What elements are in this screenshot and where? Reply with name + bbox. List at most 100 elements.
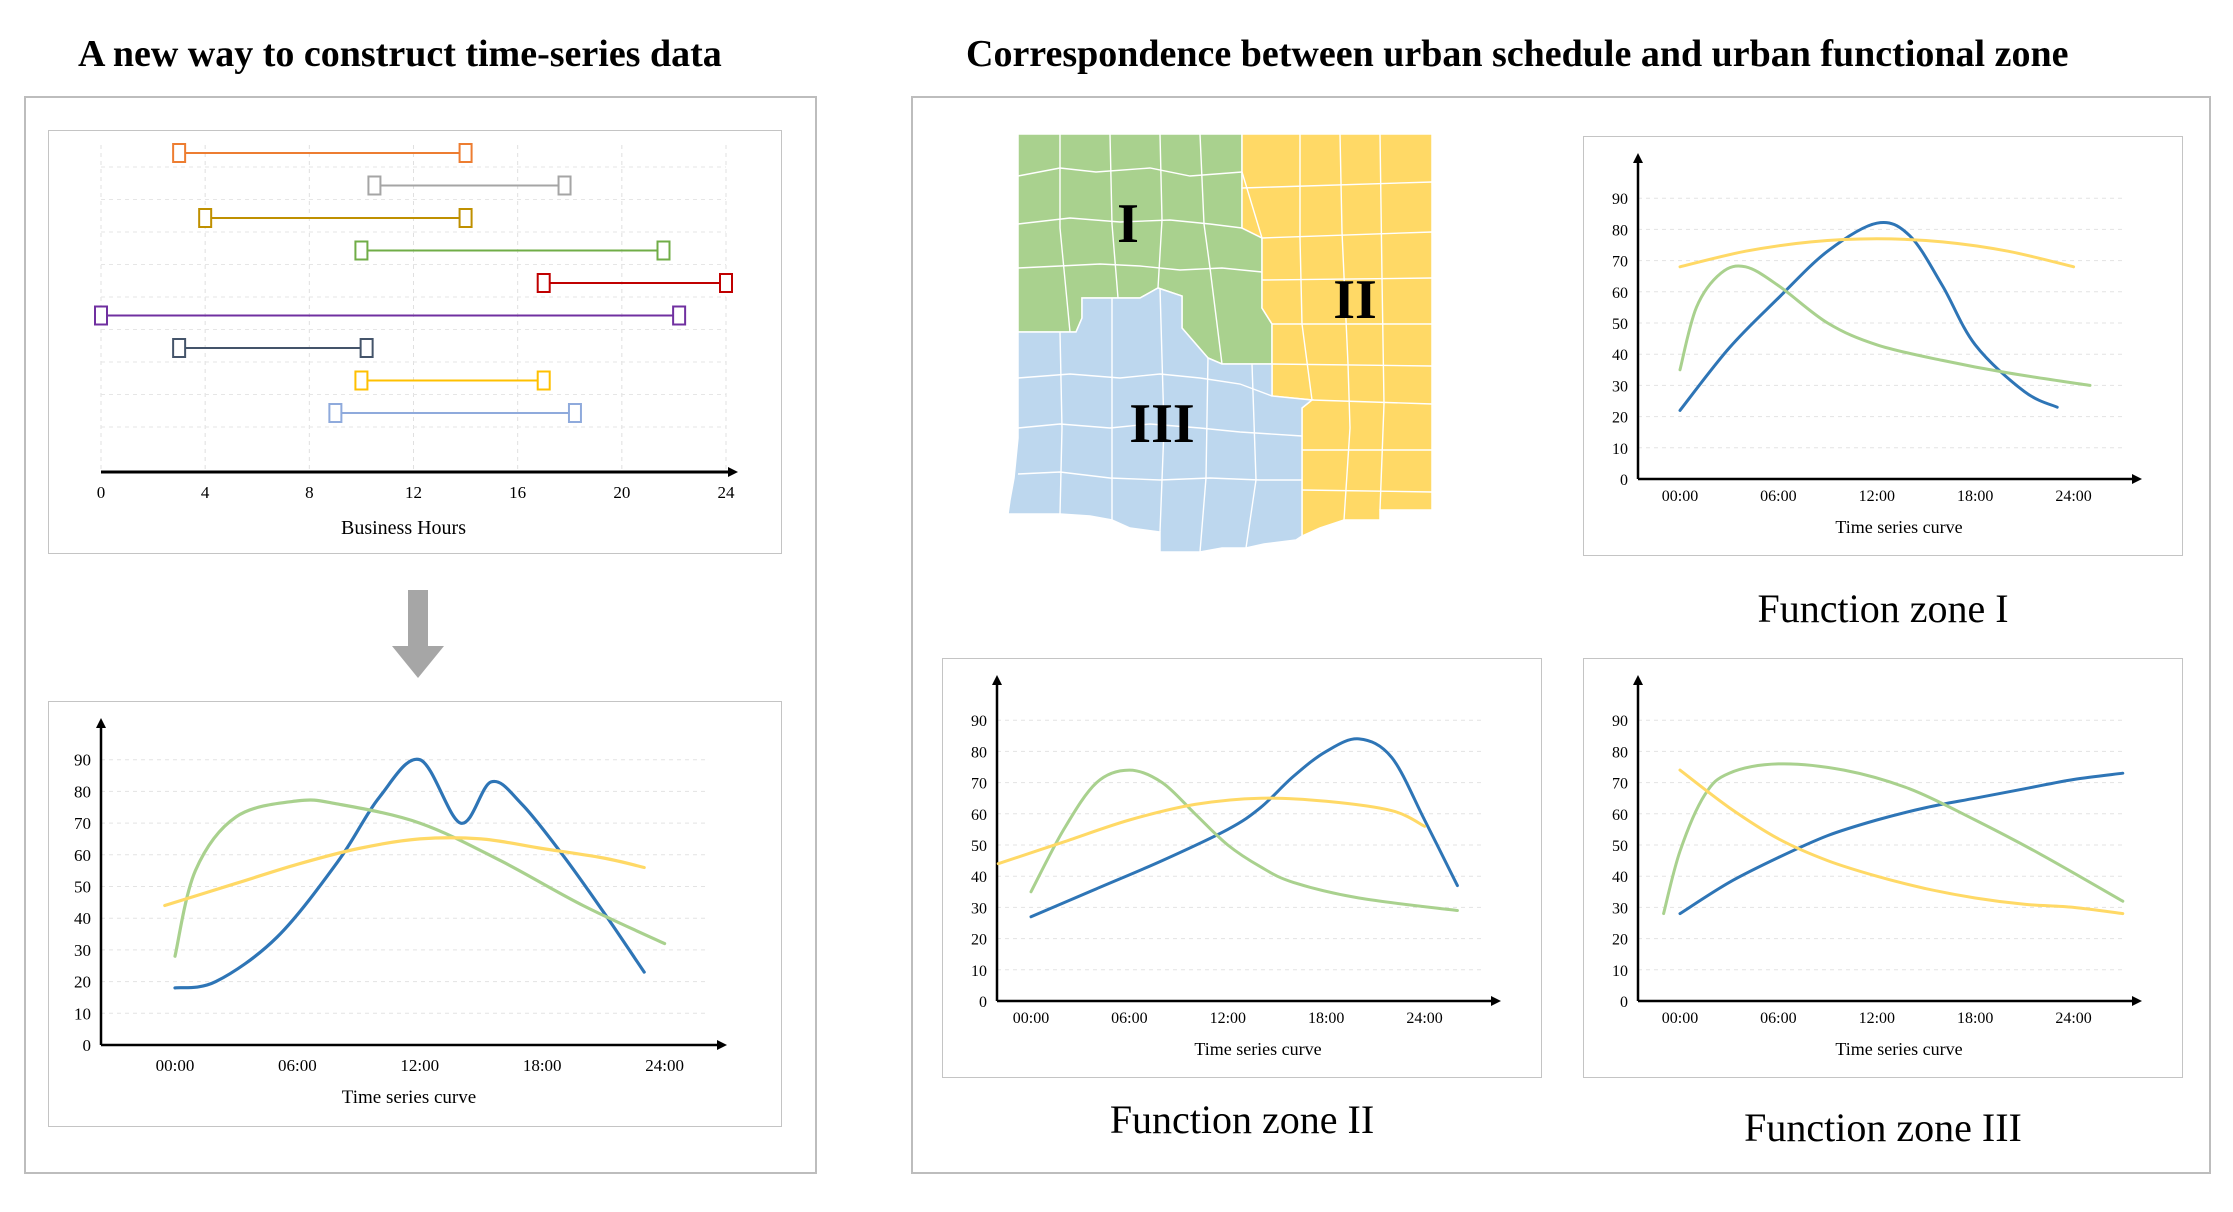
y-tick-label: 60 — [74, 846, 91, 865]
y-tick-label: 40 — [74, 909, 91, 928]
gantt-x-tick-label: 16 — [509, 483, 526, 502]
x-tick-label: 06:00 — [1760, 488, 1796, 505]
zone-I-label: I — [1117, 193, 1139, 255]
y-tick-label: 30 — [971, 900, 987, 917]
y-tick-label: 80 — [1612, 222, 1628, 239]
x-axis-title: Time series curve — [342, 1087, 476, 1108]
gantt-x-tick-label: 8 — [305, 483, 314, 502]
y-tick-label: 60 — [1612, 285, 1628, 302]
y-tick-label: 20 — [1612, 932, 1628, 949]
y-tick-label: 40 — [1612, 869, 1628, 886]
gantt-end-marker — [458, 143, 473, 163]
series-line-1 — [1029, 737, 1459, 919]
x-tick-label: 18:00 — [1957, 1010, 1993, 1027]
x-axis-arrow — [2132, 996, 2142, 1006]
y-tick-label: 10 — [74, 1004, 91, 1023]
series-line-2 — [173, 798, 667, 958]
gantt-x-tick-label: 12 — [405, 483, 422, 502]
zone-III-chart: 0 10 20 30 40 50 60 70 80 90 00:00 06:00 12:00 18:00 2… — [1612, 675, 2142, 1059]
x-tick-label: 00:00 — [156, 1056, 195, 1075]
y-tick-label: 20 — [74, 973, 91, 992]
gantt-start-marker — [172, 143, 187, 163]
zone-II-chart-box: 0 10 20 30 40 50 60 70 80 90 00:00 06:00 12:00 18:00 2… — [942, 658, 1542, 1078]
gantt-start-marker — [172, 338, 187, 358]
zone-II-label: II — [1333, 269, 1377, 331]
y-tick-label: 0 — [979, 994, 987, 1011]
gantt-x-tick-label: 4 — [201, 483, 210, 502]
y-tick-label: 90 — [1612, 713, 1628, 730]
gantt-start-marker — [198, 208, 213, 228]
gantt-start-marker — [354, 370, 369, 391]
zone-III-label: III — [1129, 393, 1194, 455]
gantt-end-marker — [672, 305, 687, 326]
y-tick-label: 30 — [1612, 378, 1628, 395]
down-arrow-icon — [392, 590, 444, 678]
series-line-3 — [163, 836, 646, 908]
x-tick-label: 12:00 — [400, 1056, 439, 1075]
x-tick-label: 18:00 — [1957, 488, 1993, 505]
x-tick-label: 06:00 — [1111, 1010, 1147, 1027]
gantt-end-marker — [557, 175, 572, 196]
x-tick-label: 18:00 — [523, 1056, 562, 1075]
zone-II-chart: 0 10 20 30 40 50 60 70 80 90 00:00 06:00 12:00 18:00 2… — [971, 675, 1501, 1059]
x-tick-label: 24:00 — [2055, 488, 2091, 505]
gantt-x-axis-title: Business Hours — [341, 517, 466, 539]
y-tick-label: 30 — [74, 941, 91, 960]
y-tick-label: 90 — [971, 713, 987, 730]
x-axis-arrow — [2132, 474, 2142, 484]
gantt-start-marker — [367, 175, 382, 196]
series-line-3 — [1678, 237, 2076, 269]
zone-I-chart: 0 10 20 30 40 50 60 70 80 90 00:00 06:00 12:00 18:00 2… — [1612, 153, 2142, 537]
y-tick-label: 90 — [74, 751, 91, 770]
x-axis-arrow — [1491, 996, 1501, 1006]
functional-zone-map: I II III — [1000, 128, 1440, 558]
y-tick-label: 50 — [1612, 838, 1628, 855]
series-line-1 — [1678, 771, 2125, 916]
x-axis-arrow — [717, 1040, 727, 1050]
series-line-2 — [1662, 762, 2125, 916]
y-tick-label: 80 — [1612, 744, 1628, 761]
y-tick-label: 50 — [971, 838, 987, 855]
y-tick-label: 60 — [1612, 807, 1628, 824]
gantt-end-marker — [536, 370, 551, 391]
y-tick-label: 70 — [971, 776, 987, 793]
gantt-end-marker — [656, 240, 671, 261]
y-tick-label: 80 — [74, 782, 91, 801]
y-tick-label: 0 — [1620, 472, 1628, 489]
x-tick-label: 00:00 — [1013, 1010, 1049, 1027]
x-tick-label: 24:00 — [2055, 1010, 2091, 1027]
y-tick-label: 0 — [83, 1036, 92, 1055]
gantt-end-marker — [719, 273, 733, 293]
x-axis-title: Time series curve — [1835, 517, 1962, 537]
y-tick-label: 20 — [971, 932, 987, 949]
series-line-1 — [173, 757, 646, 990]
y-axis-arrow — [1633, 675, 1643, 685]
gantt-start-marker — [536, 273, 551, 293]
x-tick-label: 18:00 — [1308, 1010, 1344, 1027]
gantt-x-tick-label: 0 — [97, 483, 106, 502]
y-axis-arrow — [992, 675, 1002, 685]
gantt-start-marker — [354, 240, 369, 261]
series-line-2 — [1029, 768, 1459, 912]
x-tick-label: 24:00 — [1406, 1010, 1442, 1027]
zone-III-caption: Function zone III — [1744, 1105, 2022, 1150]
y-tick-label: 60 — [971, 807, 987, 824]
gantt-end-marker — [359, 338, 374, 358]
y-axis-arrow — [96, 718, 106, 728]
y-tick-label: 10 — [1612, 963, 1628, 980]
x-tick-label: 00:00 — [1662, 488, 1698, 505]
left-title: A new way to construct time-series data — [78, 33, 722, 75]
gantt-x-tick-label: 20 — [613, 483, 630, 502]
series-line-2 — [1678, 264, 2092, 387]
y-tick-label: 80 — [971, 744, 987, 761]
y-tick-label: 50 — [74, 878, 91, 897]
y-tick-label: 90 — [1612, 191, 1628, 208]
y-tick-label: 40 — [971, 869, 987, 886]
right-title: Correspondence between urban schedule an… — [966, 33, 2069, 75]
x-axis-title: Time series curve — [1194, 1039, 1321, 1059]
series-line-3 — [1678, 768, 2125, 916]
combined-time-series-box: 0 10 20 30 40 50 60 70 80 90 00:00 06:00 12:00 18:00 2… — [48, 701, 782, 1127]
y-tick-label: 70 — [74, 814, 91, 833]
x-tick-label: 24:00 — [645, 1056, 684, 1075]
x-tick-label: 12:00 — [1859, 1010, 1895, 1027]
